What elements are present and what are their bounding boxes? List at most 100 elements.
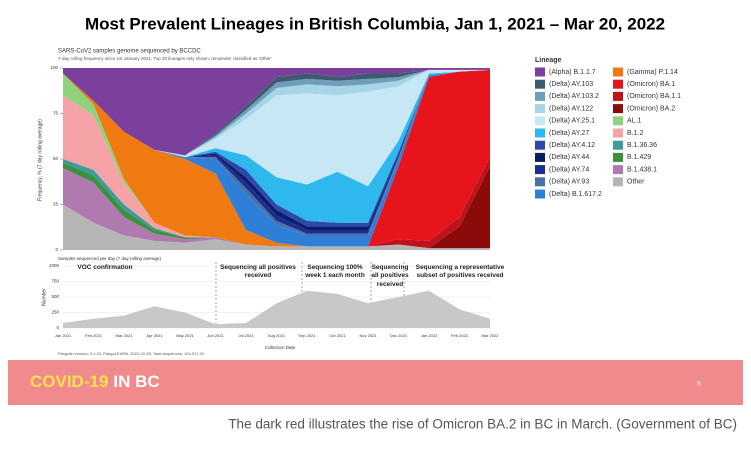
legend-swatch — [535, 91, 545, 101]
legend-swatch — [613, 116, 623, 126]
area — [63, 290, 490, 328]
x-tick-label: Jan 2022 — [421, 333, 438, 338]
area — [63, 73, 490, 249]
annotation: Sequencing 100% week 1 each month — [305, 264, 365, 280]
y-tick-label: 50 — [53, 156, 59, 161]
x-tick-label: Mar 2022 — [482, 333, 500, 338]
chart-header: SARS-CoV2 samples genome sequenced by BC… — [58, 49, 201, 55]
legend-swatch — [535, 189, 545, 199]
annotation: Sequencing a representative subset of po… — [415, 264, 505, 280]
x-tick-label: Mar 2021 — [116, 333, 134, 338]
y-tick-label: 500 — [51, 294, 59, 299]
footer-highlight: COVID-19 — [30, 372, 108, 391]
legend-swatch — [535, 177, 545, 187]
area — [63, 68, 490, 156]
legend-swatch — [613, 165, 623, 175]
legend-label: B.1.429 — [627, 154, 651, 161]
x-tick-label: Feb 2021 — [85, 333, 103, 338]
footer-bar — [8, 360, 743, 405]
area — [63, 69, 490, 247]
footer-rest: IN BC — [113, 372, 159, 391]
y-tick-label: 0 — [55, 247, 58, 252]
annotation-box: VOC confirmation — [77, 264, 133, 271]
y-tick-label: 250 — [51, 310, 59, 315]
legend-swatch — [613, 152, 623, 162]
x-tick-label: Oct 2021 — [329, 333, 346, 338]
chart-title: Samples sequenced per day (7 day rolling… — [58, 256, 162, 261]
annotation: Sequencing all positives received — [371, 264, 409, 288]
legend-label: (Delta) AY.103 — [549, 81, 593, 88]
annotation-box: Sequencing all positives received — [371, 264, 409, 288]
chart-subtitle: 7-day rolling frequency since 1st Januar… — [58, 56, 272, 61]
caption: The dark red illustrates the rise of Omi… — [228, 417, 737, 432]
y-tick-label: 100 — [50, 65, 58, 70]
x-tick-label: May 2021 — [176, 333, 194, 338]
legend-swatch — [613, 91, 623, 101]
area — [63, 69, 490, 230]
annotation-box: Sequencing a representative subset of po… — [415, 264, 505, 280]
footer-text: COVID-19 IN BC — [30, 372, 160, 391]
y-tick-label: 0 — [56, 325, 59, 330]
x-tick-label: Jun 2021 — [207, 333, 224, 338]
area — [63, 69, 490, 247]
annotation: Sequencing all positives received — [220, 264, 296, 280]
y-tick-label: 75 — [53, 111, 59, 116]
area — [63, 69, 490, 247]
x-tick-label: Aug 2021 — [268, 333, 286, 338]
legend-label: Other — [627, 179, 645, 186]
legend-swatch — [535, 104, 545, 114]
annotation-box: Sequencing 100% week 1 each month — [305, 264, 365, 280]
legend-swatch — [535, 116, 545, 126]
legend-label: (Delta) AY.93 — [549, 179, 589, 186]
legend-title: Lineage — [535, 57, 562, 64]
legend-label: (Gamma) P.1.14 — [627, 69, 678, 76]
legend-label: B.1.438.1 — [627, 166, 657, 173]
legend-label: (Delta) AY.25.1 — [549, 118, 595, 125]
legend-swatch — [613, 79, 623, 89]
legend-label: (Delta) B.1.617.2 — [549, 191, 602, 198]
x-tick-label: Apr 2021 — [146, 333, 163, 338]
annotation: VOC confirmation — [77, 264, 133, 271]
legend-swatch — [613, 128, 623, 138]
x-tick-label: Feb 2022 — [451, 333, 469, 338]
y-label: Number — [41, 288, 47, 306]
x-tick-label: Sep 2021 — [298, 333, 316, 338]
legend-label: (Delta) AY.103.2 — [549, 93, 599, 100]
legend-swatch — [535, 67, 545, 77]
legend-swatch — [535, 140, 545, 150]
legend-label: AL.1 — [627, 118, 642, 125]
y-tick-label: 750 — [51, 279, 59, 284]
legend-label: (Delta) AY.44 — [549, 154, 589, 161]
legend-swatch — [613, 140, 623, 150]
legend-swatch — [535, 165, 545, 175]
legend-label: (Omicron) BA.1 — [627, 81, 675, 88]
legend-swatch — [535, 79, 545, 89]
y-label: Frequency, % (7 day rolling average) — [37, 119, 43, 201]
area — [63, 69, 490, 156]
y-tick-label: 25 — [53, 202, 59, 207]
area — [63, 69, 490, 187]
y-tick-label: 1000 — [49, 263, 60, 268]
legend-swatch — [535, 152, 545, 162]
legend-swatch — [535, 128, 545, 138]
area — [63, 69, 490, 223]
x-tick-label: Jul 2021 — [238, 333, 254, 338]
slide-number: 5 — [697, 381, 701, 388]
legend-label: (Delta) AY.122 — [549, 105, 593, 112]
legend-label: (Omicron) BA.2 — [627, 105, 675, 112]
legend-label: (Delta) AY.27 — [549, 130, 589, 137]
x-tick-label: Dec 2021 — [390, 333, 408, 338]
legend-swatch — [613, 104, 623, 114]
slide-title: Most Prevalent Lineages in British Colum… — [85, 14, 665, 33]
legend-swatch — [613, 67, 623, 77]
x-tick-label: Nov 2021 — [359, 333, 377, 338]
legend-label: (Omicron) BA.1.1 — [627, 93, 681, 100]
footnote: Pangolin version: 3.1.20, PangoLEARN: 20… — [58, 351, 205, 356]
legend-label: B.1.2 — [627, 130, 643, 137]
area — [63, 204, 490, 250]
legend-swatch — [613, 177, 623, 187]
legend-label: (Delta) AY.74 — [549, 166, 589, 173]
annotation-box: Sequencing all positives received — [220, 264, 296, 280]
legend-label: B.1.36.36 — [627, 142, 657, 149]
